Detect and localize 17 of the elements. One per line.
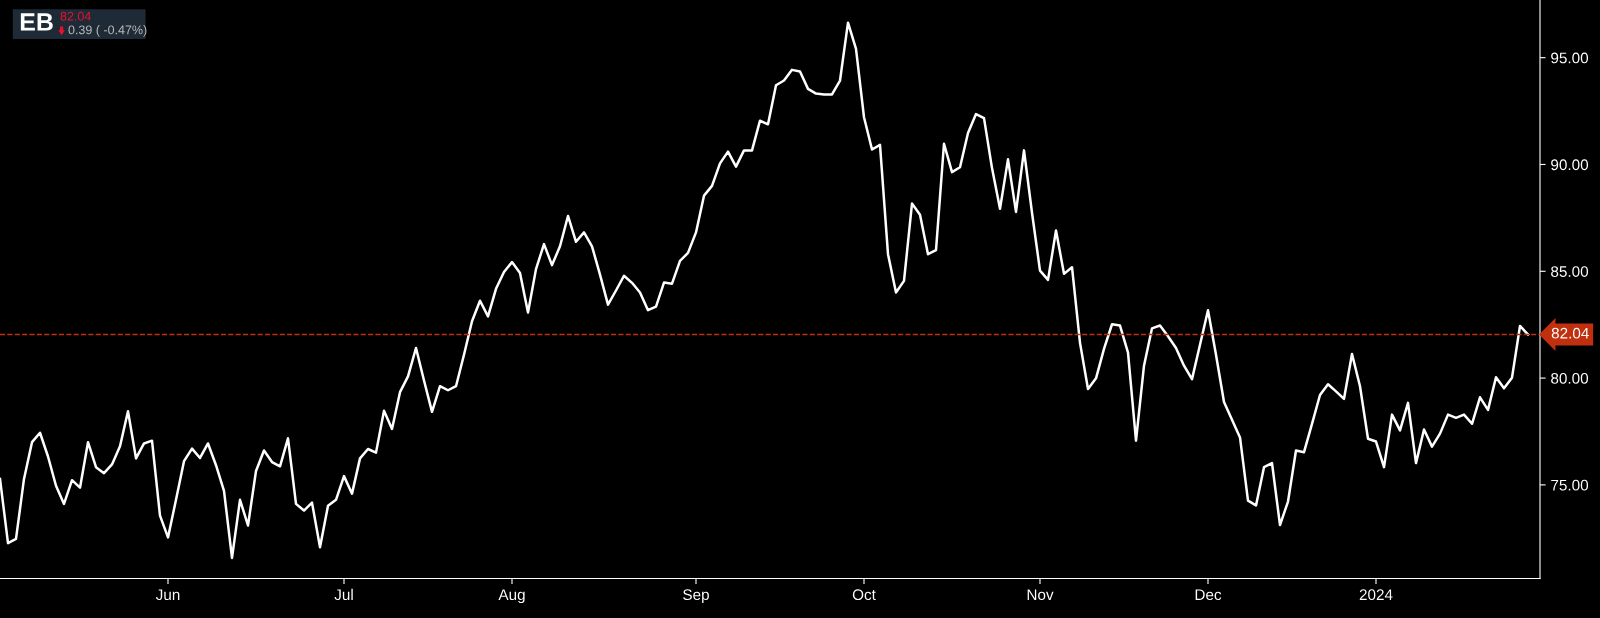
x-tick-label: Aug [498, 589, 525, 604]
x-tick-label: Dec [1195, 589, 1222, 601]
x-tick-label: 2024 [1359, 589, 1393, 601]
y-tick-label: 80.00 [1551, 372, 1589, 384]
ref-line-label: 82.04 [1551, 327, 1589, 339]
x-tick-label: Jul [334, 588, 353, 601]
x-tick-label: Oct [852, 589, 876, 601]
x-tick-label: Nov [1027, 589, 1054, 601]
annotation: 82.04 [60, 11, 91, 21]
y-tick-label: 75.00 [1551, 479, 1589, 491]
y-tick-label: 85.00 [1551, 266, 1589, 277]
chart-title: EB [20, 13, 53, 31]
y-tick-label: 95.00 [1551, 52, 1589, 64]
x-tick-label: Jun [155, 589, 180, 601]
annotation: 0.39 ( -0.47%) [68, 25, 147, 37]
y-tick-label: 90.00 [1551, 159, 1589, 171]
x-tick-label: Sep [683, 589, 709, 604]
